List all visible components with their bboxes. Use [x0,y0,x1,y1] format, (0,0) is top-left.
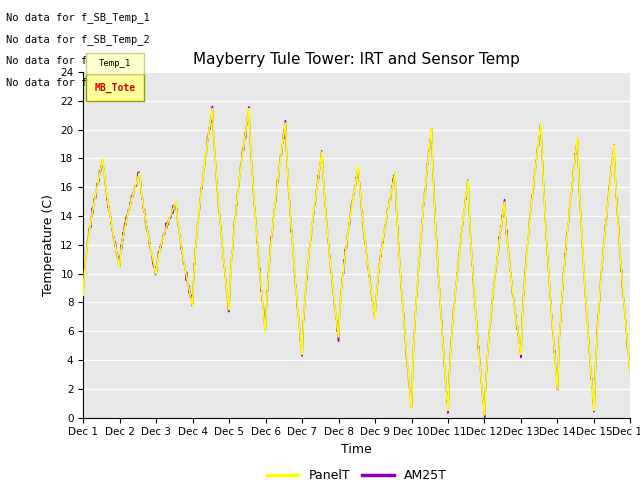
Text: No data for f_Temp_2: No data for f_Temp_2 [6,77,131,88]
X-axis label: Time: Time [341,443,372,456]
Title: Mayberry Tule Tower: IRT and Sensor Temp: Mayberry Tule Tower: IRT and Sensor Temp [193,52,520,67]
Legend: PanelT, AM25T: PanelT, AM25T [262,464,452,480]
Text: MB_Tote: MB_Tote [95,83,136,93]
Text: No data for f_SB_Temp_1: No data for f_SB_Temp_1 [6,12,150,23]
Text: Temp_1: Temp_1 [99,60,131,68]
Text: No data for f_Temp_1: No data for f_Temp_1 [6,55,131,66]
Text: No data for f_SB_Temp_2: No data for f_SB_Temp_2 [6,34,150,45]
Y-axis label: Temperature (C): Temperature (C) [42,194,54,296]
